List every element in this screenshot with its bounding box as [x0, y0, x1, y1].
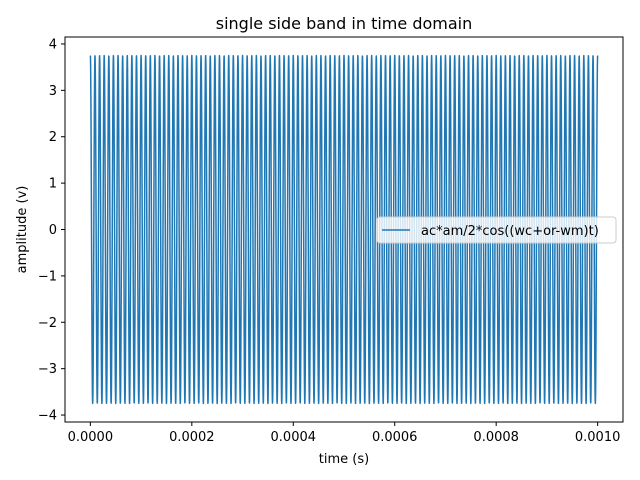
y-tick-label: 1: [49, 177, 57, 192]
y-tick-label: −1: [38, 269, 57, 284]
x-axis: 0.0000 0.0002 0.0004 0.0006 0.0008 0.0010: [68, 422, 621, 445]
x-tick-label: 0.0000: [68, 430, 114, 445]
y-tick-label: −3: [38, 362, 57, 377]
y-tick-label: 2: [49, 130, 57, 145]
x-tick-label: 0.0008: [473, 430, 519, 445]
y-tick-label: −2: [38, 316, 57, 331]
y-tick-label: 3: [49, 84, 57, 99]
chart-title: single side band in time domain: [216, 14, 473, 33]
x-tick-label: 0.0006: [372, 430, 418, 445]
legend-box: [376, 216, 617, 244]
series-group: [89, 54, 599, 405]
x-tick-label: 0.0004: [271, 430, 317, 445]
x-axis-label: time (s): [319, 452, 369, 467]
y-tick-label: 4: [49, 37, 57, 52]
x-tick-label: 0.0002: [169, 430, 215, 445]
legend-entry-label: ac*am/2*cos((wc+or-wm)t): [421, 224, 599, 239]
legend: ac*am/2*cos((wc+or-wm)t): [376, 216, 617, 244]
y-tick-label: 0: [49, 223, 57, 238]
y-axis-label: amplitude (v): [15, 186, 30, 274]
x-tick-label: 0.0010: [575, 430, 621, 445]
y-tick-label: −4: [38, 409, 57, 424]
series-line-0: [89, 54, 599, 405]
y-axis: −4 −3 −2 −1 0 1 2 3 4: [38, 37, 65, 424]
